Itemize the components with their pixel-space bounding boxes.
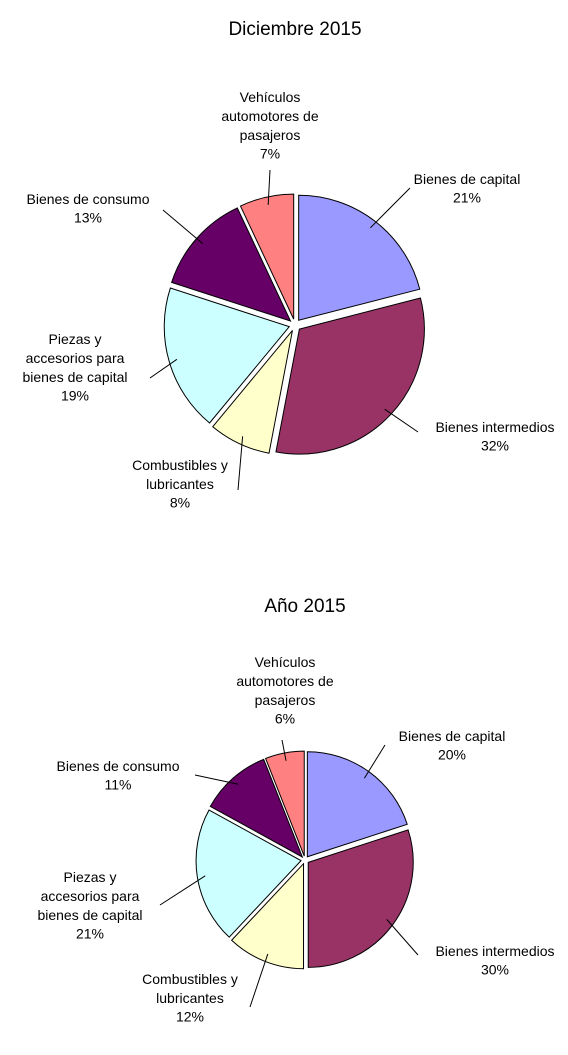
pie-slice — [306, 751, 408, 858]
slice-label-line: Bienes de consumo — [57, 758, 180, 774]
slice-label-line: lubricantes — [156, 990, 224, 1006]
leader-line — [194, 774, 239, 785]
slice-label: Combustibles y lubricantes — [142, 971, 238, 1006]
leader-line — [386, 919, 419, 956]
leader-line — [249, 953, 269, 1008]
slice-label: Bienes de consumo — [27, 191, 150, 207]
slice-label-line: Vehículos — [255, 654, 316, 670]
slice-label: Bienes intermedios — [435, 943, 554, 959]
slice-label-line: bienes de capital — [22, 369, 127, 385]
slice-label: Piezas y accesorios para bienes de capital — [22, 331, 127, 385]
leader-line — [162, 209, 204, 245]
slice-label-line: Bienes intermedios — [435, 419, 554, 435]
value-label: 12% — [176, 1009, 204, 1025]
leader-line — [159, 875, 206, 906]
value-label: 6% — [275, 711, 295, 727]
slice-label-line: Bienes de consumo — [27, 191, 150, 207]
leader-line — [149, 358, 178, 379]
value-label: 21% — [76, 926, 104, 942]
pie-slice — [212, 330, 293, 454]
slice-label-line: Vehículos — [240, 89, 301, 105]
leader-line — [237, 436, 244, 491]
value-label: 11% — [105, 777, 132, 793]
slice-label: Vehículos automotores de pasajeros — [221, 89, 318, 143]
leader-line — [370, 187, 411, 229]
slice-label-line: Bienes de capital — [399, 728, 506, 744]
value-label: 30% — [481, 962, 509, 978]
slice-label: Bienes de capital — [399, 728, 506, 744]
leader-line — [267, 169, 271, 205]
value-label: 20% — [438, 747, 466, 763]
slice-label: Vehículos automotores de pasajeros — [236, 654, 333, 708]
leader-line — [363, 744, 386, 779]
slice-label-line: bienes de capital — [37, 907, 142, 923]
slice-label-line: Piezas y — [64, 869, 117, 885]
value-label: 7% — [260, 146, 280, 162]
pie-slice — [163, 287, 291, 424]
pie-slice — [298, 194, 421, 321]
slice-label-line: Piezas y — [49, 331, 102, 347]
value-label: 19% — [61, 388, 89, 404]
chart-title: Diciembre 2015 — [228, 19, 361, 40]
leader-line — [281, 739, 287, 761]
slice-label: Piezas y accesorios para bienes de capital — [37, 869, 142, 923]
slice-label: Bienes intermedios — [435, 419, 554, 435]
slice-label-line: pasajeros — [240, 127, 301, 143]
pie-slice — [307, 829, 414, 968]
slice-label-line: Combustibles y — [132, 457, 228, 473]
slice-label-line: Bienes de capital — [414, 171, 521, 187]
slice-label: Bienes de consumo — [57, 758, 180, 774]
slice-label-line: automotores de — [221, 108, 318, 124]
slice-label-line: Combustibles y — [142, 971, 238, 987]
pie-slice — [239, 193, 295, 320]
value-label: 32% — [481, 438, 509, 454]
pie-slice — [275, 297, 425, 455]
slice-label-line: Bienes intermedios — [435, 943, 554, 959]
slice-label: Combustibles y lubricantes — [132, 457, 228, 492]
pie-slice — [209, 758, 304, 859]
slice-label-line: automotores de — [236, 673, 333, 689]
slice-label-line: lubricantes — [146, 476, 214, 492]
value-label: 21% — [453, 190, 481, 206]
value-label: 13% — [74, 210, 102, 226]
slice-label-line: accesorios para — [26, 350, 125, 366]
slice-label: Bienes de capital — [414, 171, 521, 187]
chart-title: Año 2015 — [264, 596, 345, 617]
pie-slice — [195, 809, 302, 938]
value-label: 8% — [170, 495, 190, 511]
leader-line — [384, 408, 419, 433]
slice-label-line: accesorios para — [41, 888, 140, 904]
slice-label-line: pasajeros — [255, 692, 316, 708]
